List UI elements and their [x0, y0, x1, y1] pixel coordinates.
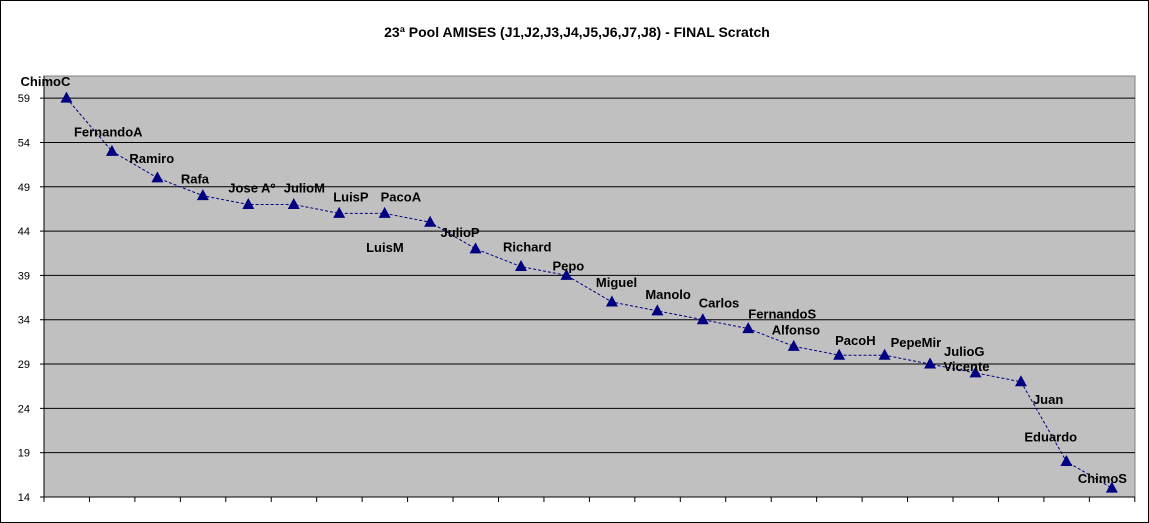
- data-labels: ChimoC FernandoA Ramiro Rafa Jose Aº JulioM Lu…: [21, 74, 1128, 486]
- data-point-marker: [605, 295, 618, 307]
- y-tick-label: 49: [18, 182, 30, 194]
- data-point-label: Juan: [1033, 392, 1063, 407]
- data-point-marker: [833, 348, 846, 360]
- data-point-label: FernandoA: [74, 124, 143, 139]
- data-point-label: Pepo: [552, 258, 584, 273]
- data-point-label: PepeMir: [891, 335, 942, 350]
- data-point-marker: [787, 339, 800, 351]
- data-point-label: ChimoC: [21, 74, 71, 89]
- data-point-label: JulioG: [944, 344, 984, 359]
- axes: 14 19 24 29 34 39 44 49 54 59: [18, 76, 1136, 504]
- data-point-label: LuisM: [366, 240, 404, 255]
- data-point-marker: [515, 260, 527, 272]
- data-point-label: LuisP: [333, 189, 369, 204]
- data-point-marker: [378, 206, 391, 218]
- data-point-label: Richard: [503, 240, 551, 255]
- y-tick-label: 29: [18, 359, 30, 371]
- data-point-marker: [924, 357, 937, 369]
- data-point-label: Vicente: [944, 359, 990, 374]
- data-point-label: JulioM: [284, 181, 325, 196]
- gridlines: [44, 97, 1135, 454]
- data-point-marker: [287, 198, 300, 210]
- chart-title: 23ª Pool AMISES (J1,J2,J3,J4,J5,J6,J7,J8…: [384, 24, 770, 40]
- data-point-label: JulioP: [441, 225, 480, 240]
- data-point-label: Miguel: [596, 275, 637, 290]
- data-point-label: FernandoS: [748, 307, 816, 322]
- data-point-label: Manolo: [645, 287, 691, 302]
- y-tick-label: 39: [18, 270, 30, 282]
- data-point-label: PacoA: [381, 189, 422, 204]
- data-point-marker: [651, 304, 664, 316]
- y-tick-label: 44: [18, 226, 30, 238]
- data-point-label: Rafa: [181, 172, 210, 187]
- data-point-label: Carlos: [699, 296, 739, 311]
- data-point-marker: [333, 206, 346, 218]
- data-point-marker: [1105, 481, 1118, 493]
- data-point-marker: [60, 91, 73, 103]
- y-tick-label: 59: [18, 93, 30, 105]
- data-markers: [60, 91, 1118, 493]
- data-point-marker: [1060, 455, 1073, 467]
- series-polyline: [66, 97, 1113, 489]
- data-point-label: Alfonso: [772, 322, 820, 337]
- data-point-marker: [105, 144, 118, 156]
- data-point-marker: [560, 268, 573, 280]
- data-point-marker: [878, 348, 891, 360]
- data-point-marker: [196, 189, 209, 201]
- data-point-label: Jose Aº: [228, 181, 275, 196]
- y-tick-label: 34: [18, 315, 30, 327]
- data-point-marker: [742, 322, 755, 334]
- data-point-marker: [969, 366, 982, 378]
- y-tick-label: 54: [18, 137, 30, 149]
- data-point-marker: [151, 171, 164, 183]
- data-point-label: PacoH: [835, 333, 875, 348]
- data-point-marker: [424, 215, 437, 227]
- y-tick-label: 19: [18, 448, 30, 460]
- y-tick-label: 24: [18, 403, 30, 415]
- data-point-marker: [696, 313, 709, 325]
- plot-area: [43, 75, 1136, 498]
- data-point-label: Eduardo: [1024, 430, 1077, 445]
- y-tick-label: 14: [18, 492, 30, 504]
- data-point-label: ChimoS: [1078, 471, 1127, 486]
- data-point-label: Ramiro: [129, 151, 174, 166]
- series-line: [66, 97, 1113, 489]
- data-point-marker: [469, 242, 482, 254]
- data-point-marker: [242, 198, 255, 210]
- data-point-marker: [1014, 375, 1027, 387]
